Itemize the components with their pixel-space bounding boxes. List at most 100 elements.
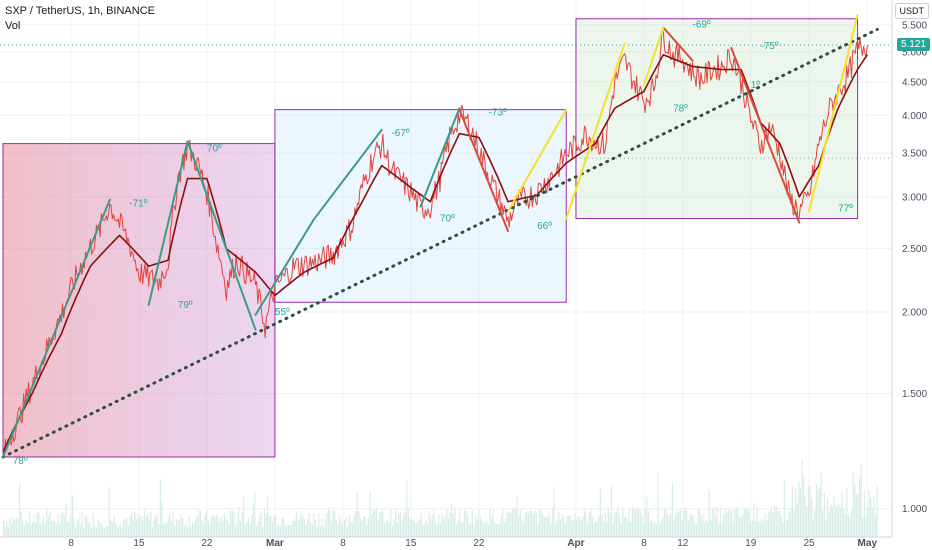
volume-bar <box>539 508 541 537</box>
volume-bar <box>158 524 160 537</box>
volume-bar <box>121 527 123 537</box>
volume-bar <box>478 509 480 537</box>
volume-bar <box>455 524 457 537</box>
volume-bar <box>89 521 91 537</box>
volume-bar <box>313 513 315 537</box>
volume-bar <box>323 526 325 537</box>
teal-trend-segment <box>254 218 315 316</box>
volume-bar <box>593 523 595 537</box>
volume-bar <box>622 509 624 537</box>
volume-bar <box>60 513 62 537</box>
volume-bar <box>54 520 56 537</box>
volume-bar <box>510 512 512 537</box>
volume-bar <box>742 514 744 537</box>
volume-bar <box>142 520 144 537</box>
volume-bar <box>9 518 11 537</box>
volume-bar <box>76 520 78 537</box>
volume-bar <box>500 514 502 537</box>
volume-bar <box>28 511 30 537</box>
volume-bar <box>715 515 717 537</box>
volume-bar <box>843 508 845 537</box>
volume-bar <box>515 508 517 537</box>
volume-bar <box>855 494 857 537</box>
volume-bar <box>809 485 811 537</box>
volume-bar <box>286 525 288 537</box>
volume-bar <box>49 511 51 537</box>
volume-bar <box>711 509 713 537</box>
volume-bar <box>708 489 710 537</box>
volume-bar <box>519 509 521 537</box>
time-tick-label: 19 <box>745 538 757 549</box>
volume-bar <box>139 518 141 537</box>
volume-bar <box>441 513 443 537</box>
time-tick-label: 8 <box>68 538 74 549</box>
volume-bar <box>316 526 318 537</box>
angle-label: 77º <box>838 203 853 214</box>
volume-bar <box>207 521 209 537</box>
volume-bar <box>252 503 254 537</box>
symbol-title[interactable]: SXP / TetherUS, 1h, BINANCE <box>5 5 155 17</box>
volume-bar <box>155 516 157 537</box>
volume-bar <box>4 526 6 537</box>
volume-bar <box>847 513 849 537</box>
time-tick-label: 12 <box>677 538 689 549</box>
angle-label: 55º <box>275 307 290 318</box>
volume-bar <box>751 520 753 537</box>
volume-bar <box>263 509 265 537</box>
volume-bar <box>572 520 574 537</box>
volume-bar <box>188 514 190 537</box>
volume-bar <box>161 501 163 537</box>
volume-bar <box>465 511 467 537</box>
volume-indicator-label[interactable]: Vol <box>5 20 21 32</box>
volume-bar <box>15 516 17 537</box>
volume-bar <box>379 512 381 537</box>
volume-bar <box>281 518 283 537</box>
volume-bar <box>870 497 872 537</box>
volume-bar <box>228 524 230 537</box>
volume-bar <box>423 524 425 537</box>
volume-bar <box>177 520 179 537</box>
volume-bar <box>564 524 566 537</box>
volume-bar <box>187 527 189 537</box>
volume-bar <box>667 513 669 537</box>
volume-bar <box>865 517 867 537</box>
volume-bar <box>38 512 40 537</box>
volume-bar <box>767 513 769 537</box>
volume-bar <box>311 525 313 537</box>
volume-bar <box>119 524 121 537</box>
volume-bar <box>735 507 737 537</box>
volume-bar <box>127 525 129 537</box>
volume-bar <box>484 522 486 537</box>
price-tick-label: 2.500 <box>902 244 927 255</box>
time-tick-label: May <box>858 538 878 549</box>
volume-bar <box>73 517 75 537</box>
volume-bar <box>369 492 371 537</box>
volume-bar <box>227 520 229 537</box>
volume-bar <box>710 519 712 537</box>
volume-bar <box>489 508 491 537</box>
volume-bar <box>791 486 793 537</box>
volume-bar <box>635 509 637 537</box>
time-tick-label: 25 <box>803 538 815 549</box>
angle-label: 70º <box>440 214 455 225</box>
volume-bar <box>233 511 235 537</box>
volume-bar <box>174 526 176 537</box>
volume-bar <box>25 518 27 537</box>
volume-bar <box>827 497 829 537</box>
volume-bar <box>447 518 449 537</box>
volume-bar <box>639 510 641 537</box>
volume-bar <box>153 519 155 537</box>
volume-bar <box>201 520 203 537</box>
volume-bar <box>790 507 792 537</box>
currency-unit-badge[interactable]: USDT <box>894 3 929 19</box>
volume-bar <box>116 526 118 537</box>
volume-bar <box>348 515 350 537</box>
volume-bar <box>359 518 361 537</box>
volume-bar <box>140 516 142 537</box>
volume-bar <box>689 513 691 537</box>
volume-bar <box>332 510 334 537</box>
volume-bar <box>839 508 841 537</box>
volume-bar <box>550 524 552 537</box>
volume-bar <box>79 526 81 537</box>
